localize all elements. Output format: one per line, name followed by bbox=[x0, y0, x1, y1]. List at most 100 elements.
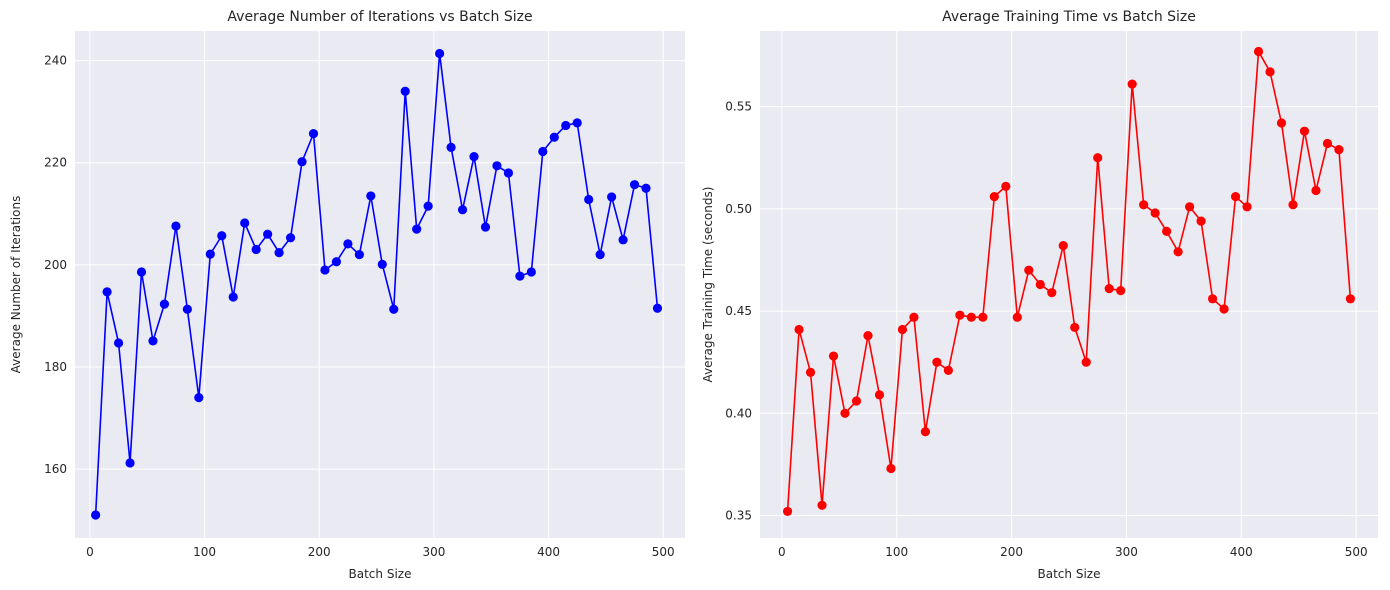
data-point bbox=[400, 86, 410, 96]
data-point bbox=[1150, 208, 1160, 218]
data-point bbox=[1242, 202, 1252, 212]
data-point bbox=[480, 222, 491, 232]
data-point bbox=[1127, 79, 1137, 89]
data-point bbox=[297, 157, 307, 167]
data-point bbox=[1265, 67, 1275, 77]
data-point bbox=[595, 250, 605, 260]
x-tick-label: 400 bbox=[1230, 545, 1253, 559]
data-point bbox=[641, 183, 651, 193]
data-point bbox=[561, 120, 571, 131]
y-tick-label: 0.50 bbox=[725, 202, 752, 216]
data-point bbox=[932, 357, 942, 367]
data-point bbox=[629, 180, 640, 190]
chart-panel-1: 0 100 200 300 400 500 160 180 200 220 240 Average N… bbox=[9, 9, 685, 581]
data-point bbox=[1047, 288, 1057, 298]
data-point bbox=[1093, 153, 1103, 163]
data-point bbox=[1001, 181, 1011, 191]
data-point bbox=[652, 303, 663, 313]
data-point bbox=[159, 299, 170, 309]
y-tick-label: 160 bbox=[44, 462, 67, 476]
x-tick-label: 100 bbox=[193, 545, 216, 559]
data-point bbox=[1311, 185, 1321, 196]
x-tick-label: 400 bbox=[537, 545, 560, 559]
chart-panel-2: 0 100 200 300 400 500 0.35 0.40 0.45 0.50 0.55 Aver… bbox=[701, 9, 1378, 581]
data-point bbox=[136, 267, 147, 277]
x-tick-label: 200 bbox=[1000, 545, 1023, 559]
data-point bbox=[423, 201, 433, 211]
data-point bbox=[897, 324, 908, 335]
data-point bbox=[1288, 200, 1298, 210]
data-point bbox=[851, 396, 862, 406]
data-point bbox=[817, 500, 827, 510]
data-point bbox=[457, 205, 468, 215]
data-point bbox=[354, 250, 364, 260]
data-point bbox=[205, 249, 215, 259]
data-point bbox=[91, 510, 101, 520]
y-tick-label: 220 bbox=[44, 156, 67, 170]
y-tick-label: 0.40 bbox=[725, 406, 752, 420]
x-tick-label: 300 bbox=[1115, 545, 1138, 559]
data-point bbox=[1104, 283, 1114, 294]
x-tick-label: 0 bbox=[778, 545, 786, 559]
y-tick-label: 0.35 bbox=[725, 509, 752, 523]
data-point bbox=[320, 265, 330, 275]
data-point bbox=[503, 168, 514, 178]
data-point bbox=[240, 218, 250, 228]
data-point bbox=[148, 336, 158, 346]
plot-area bbox=[75, 31, 685, 538]
data-point bbox=[412, 224, 422, 234]
data-point bbox=[1253, 46, 1264, 57]
data-point bbox=[920, 427, 931, 437]
data-point bbox=[228, 292, 238, 302]
series-line bbox=[786, 50, 1352, 512]
chart-title: Average Number of Iterations vs Batch Si… bbox=[227, 9, 532, 25]
data-point bbox=[943, 365, 953, 375]
x-tick-label: 200 bbox=[308, 545, 331, 559]
data-point bbox=[549, 132, 559, 142]
data-point bbox=[1276, 118, 1287, 128]
data-point bbox=[1196, 216, 1206, 226]
data-point bbox=[828, 351, 839, 361]
data-point bbox=[182, 304, 192, 314]
x-tick-label: 0 bbox=[86, 545, 94, 559]
data-point bbox=[794, 324, 804, 335]
data-point bbox=[194, 392, 204, 403]
data-point bbox=[515, 271, 525, 281]
data-point bbox=[805, 367, 816, 378]
data-point bbox=[435, 48, 445, 59]
data-point bbox=[1012, 312, 1022, 322]
y-axis-label: Average Number of Iterations bbox=[9, 196, 23, 374]
data-point bbox=[840, 408, 850, 418]
data-point bbox=[1035, 279, 1045, 290]
x-tick-label: 500 bbox=[1345, 545, 1368, 559]
data-point bbox=[1024, 265, 1034, 275]
data-point bbox=[526, 267, 536, 277]
data-point bbox=[285, 233, 296, 243]
y-tick-label: 200 bbox=[44, 258, 67, 272]
data-point bbox=[909, 312, 919, 322]
data-point bbox=[886, 463, 896, 474]
data-point bbox=[377, 259, 387, 269]
data-point bbox=[263, 229, 273, 239]
data-point bbox=[978, 312, 988, 322]
x-tick-label: 300 bbox=[422, 545, 445, 559]
data-point bbox=[1081, 357, 1091, 367]
data-point bbox=[1345, 294, 1356, 304]
y-axis-label: Average Training Time (seconds) bbox=[701, 187, 715, 383]
data-point bbox=[1322, 138, 1333, 149]
x-axis-label: Batch Size bbox=[1038, 567, 1101, 581]
data-point bbox=[1219, 304, 1229, 314]
data-point bbox=[1230, 191, 1241, 202]
data-point bbox=[1116, 286, 1126, 296]
data-point bbox=[1058, 241, 1068, 251]
data-point bbox=[607, 192, 617, 202]
data-point bbox=[389, 304, 399, 314]
data-point bbox=[217, 231, 227, 241]
data-point bbox=[1173, 247, 1183, 257]
y-tick-label: 180 bbox=[44, 360, 67, 374]
data-point bbox=[863, 331, 873, 341]
data-point bbox=[343, 239, 353, 249]
data-point bbox=[492, 161, 502, 171]
